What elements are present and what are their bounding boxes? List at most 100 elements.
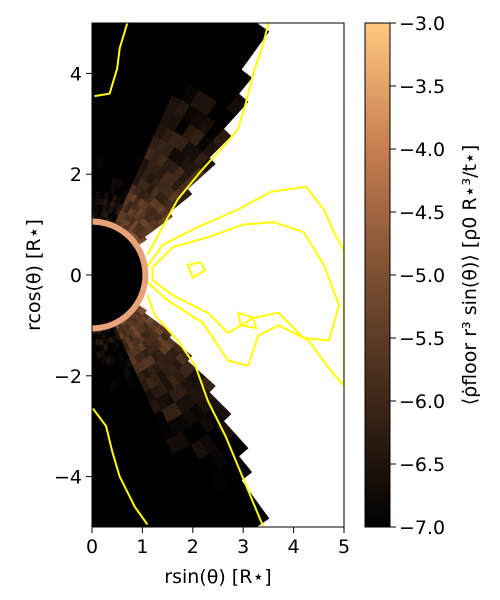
heatmap-cell <box>92 108 102 124</box>
heatmap-cell <box>92 382 99 394</box>
heatmap-cell <box>170 511 190 527</box>
contour-blob_a <box>186 261 207 279</box>
colorbar-tick-label: −6.5 <box>399 454 445 476</box>
heatmap-cell <box>92 134 100 148</box>
heatmap-cell <box>95 339 100 347</box>
heatmap-cell <box>92 183 98 192</box>
heatmap-cell <box>92 471 104 490</box>
heatmap-cell <box>92 190 97 199</box>
heatmap-cell <box>194 500 218 527</box>
heatmap-cell <box>105 0 121 23</box>
heatmap-cell <box>135 0 154 5</box>
heatmap-cell <box>92 374 99 384</box>
heatmap-cell <box>92 175 98 185</box>
heatmap-cell <box>103 23 119 44</box>
heatmap-cell <box>121 0 139 2</box>
heatmap-cell <box>164 538 186 566</box>
y-tick-label: −4 <box>54 467 82 489</box>
heatmap-cell <box>131 522 146 527</box>
heatmap-cell <box>242 23 270 52</box>
heatmap-cell <box>92 78 103 96</box>
heatmap-cell <box>177 0 199 17</box>
colorbar-tick-label: −5.5 <box>399 328 445 350</box>
colorbar-gradient <box>364 22 391 528</box>
heatmap-cell <box>103 506 119 527</box>
heatmap-cell <box>92 414 101 428</box>
heatmap-cell <box>102 487 117 509</box>
heatmap-cell <box>92 426 102 442</box>
heatmap-cell <box>92 23 106 43</box>
heatmap-cell <box>92 507 106 527</box>
colorbar-label: ⟨ρ̇floor r³ sin(θ)⟩ [ρ0 R⋆³/t⋆] <box>459 145 481 406</box>
heatmap-cell <box>94 334 100 341</box>
heatmap-cell <box>97 392 106 404</box>
y-tick-label: 0 <box>70 265 82 287</box>
heatmap-cell <box>107 550 124 576</box>
heatmap-cell <box>144 519 160 527</box>
heatmap-cell <box>182 506 205 527</box>
heatmap-cell <box>92 146 100 158</box>
heatmap-cell <box>92 122 101 136</box>
colorbar-tick-label: −5.0 <box>399 265 445 287</box>
heatmap-cell <box>217 513 238 527</box>
heatmap-cell <box>92 166 99 176</box>
heatmap-cell <box>92 365 98 375</box>
heatmap-cell <box>92 156 99 168</box>
colorbar-tick-label: −3.0 <box>399 13 445 35</box>
heatmap-cell <box>92 60 104 79</box>
heatmap-cell <box>191 0 214 23</box>
x-axis-label: rsin(θ) [R⋆] <box>164 566 271 588</box>
heatmap-cell <box>95 345 101 353</box>
heatmap-cell <box>96 373 104 384</box>
colorbar-ticks: −3.0 −3.5 −4.0 −4.5 −5.0 −5.5 −6.0 −6.5 −7.0 <box>390 13 445 539</box>
heatmap-cell <box>92 358 98 367</box>
contour-front_upper <box>146 23 270 256</box>
colorbar-tick-label: −3.5 <box>399 76 445 98</box>
contour-equatorial_inner <box>151 221 341 342</box>
heatmap-cell <box>226 93 249 117</box>
plot-area <box>92 0 344 576</box>
heatmap-cell <box>182 23 205 44</box>
heatmap-cell <box>92 454 103 472</box>
colorbar: −3.0 −3.5 −4.0 −4.5 −5.0 −5.5 −6.0 −6.5 −7.0 ⟨ρ̇… <box>364 13 481 539</box>
heatmap-cell <box>95 351 102 360</box>
heatmap-cell <box>105 527 121 551</box>
x-tick-label: 2 <box>187 536 199 558</box>
contour-front_lower <box>146 294 265 527</box>
heatmap-cell <box>204 520 221 527</box>
heatmap-cell <box>116 504 133 527</box>
heatmap-cell <box>92 392 100 404</box>
x-tick-label: 5 <box>338 536 350 558</box>
heatmap-cell <box>101 454 113 472</box>
heatmap-cell <box>101 470 115 490</box>
heatmap-cell <box>157 516 175 527</box>
contour-equatorial_outer <box>143 185 344 388</box>
contour-lines <box>92 23 344 527</box>
contour-outer_upper <box>94 23 129 98</box>
y-tick-label: −2 <box>54 366 82 388</box>
contour-blob_b <box>236 311 258 330</box>
x-axis: 0 1 2 3 4 5 <box>86 527 350 558</box>
heatmap-cell <box>131 23 146 28</box>
y-axis: 4 2 0 −2 −4 <box>54 63 92 489</box>
heatmap-cell <box>229 506 257 527</box>
heatmap-cell <box>144 23 160 31</box>
star-disk <box>92 224 143 326</box>
heatmap-cell <box>97 382 105 394</box>
heatmap-cell <box>92 440 102 456</box>
x-tick-label: 4 <box>288 536 300 558</box>
x-tick-label: 0 <box>86 536 98 558</box>
heatmap-cell <box>98 402 107 416</box>
heatmap-cell <box>92 41 105 62</box>
colorbar-tick-label: −6.0 <box>399 391 445 413</box>
heatmap-cell <box>92 402 100 416</box>
heatmap-cell <box>92 203 97 211</box>
heatmap-cell <box>92 197 97 205</box>
heatmap-cell <box>92 345 97 353</box>
heatmap-cell <box>96 365 103 375</box>
heatmap-cell <box>96 358 102 367</box>
heatmap-cell <box>164 0 186 12</box>
heatmap-cell <box>217 23 238 37</box>
heatmap-cell <box>119 525 133 527</box>
heatmap-cell <box>92 334 96 341</box>
